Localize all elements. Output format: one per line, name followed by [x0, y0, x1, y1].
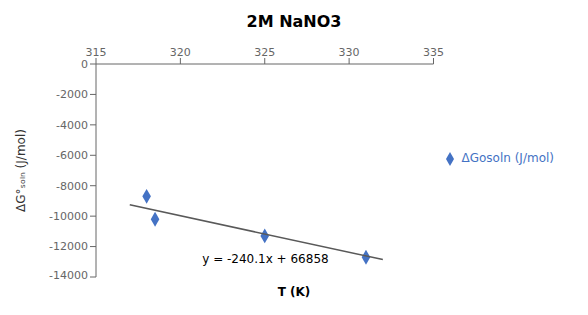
- svg-text:-12000: -12000: [49, 240, 88, 253]
- html-text:T (K): T (K): [277, 285, 311, 299]
- svg-text:-6000: -6000: [56, 149, 88, 162]
- html-text:2M NaNO3: 2M NaNO3: [246, 12, 342, 31]
- svg-text:330: 330: [339, 46, 360, 59]
- svg-text:315: 315: [86, 46, 107, 59]
- svg-text:-10000: -10000: [49, 210, 88, 223]
- svg-text:325: 325: [254, 46, 275, 59]
- svg-text:0: 0: [81, 58, 88, 71]
- svg-text:-4000: -4000: [56, 119, 88, 132]
- svg-text:ΔG°ₛₒₗₙ (J/mol): ΔG°ₛₒₗₙ (J/mol): [14, 129, 28, 212]
- svg-text:335: 335: [423, 46, 444, 59]
- svg-text:-8000: -8000: [56, 180, 88, 193]
- svg-text:-2000: -2000: [56, 88, 88, 101]
- svg-text:-14000: -14000: [49, 269, 88, 281]
- html-text:ΔGosoln (J/mol): ΔGosoln (J/mol): [461, 151, 554, 166]
- svg-text:320: 320: [170, 46, 191, 59]
- svg-text:y = -240.1x + 66858: y = -240.1x + 66858: [202, 252, 328, 266]
